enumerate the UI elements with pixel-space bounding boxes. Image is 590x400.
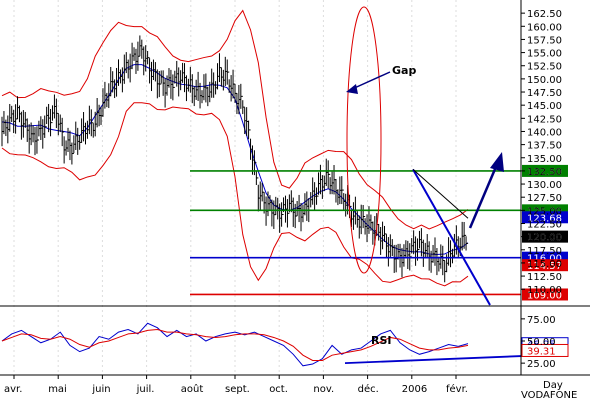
target-arrow-line [468, 161, 500, 229]
y-tick-label: 130.00 [527, 180, 562, 191]
y-tick-label: 150.00 [527, 75, 562, 86]
price-bars [1, 35, 469, 283]
rsi-value-label: 39.31 [527, 346, 556, 357]
x-tick-label: mai [48, 384, 67, 395]
y-tick-label: 117.50 [527, 246, 562, 257]
y-tick-label: 160.00 [527, 22, 562, 33]
grid [13, 0, 457, 372]
price-level-label: 132.50 [527, 167, 562, 178]
gap-arrow-line [349, 71, 391, 91]
y-tick-label: 127.50 [527, 193, 562, 204]
x-tick-label: oct. [269, 384, 288, 395]
x-tick-label: nov. [313, 384, 334, 395]
price-value-box [522, 230, 568, 243]
gap-label: Gap [392, 64, 416, 77]
y-tick-label: 140.00 [527, 127, 562, 138]
bollinger-upper [1, 9, 469, 230]
y-tick-label: 122.50 [527, 219, 562, 230]
ticker-label: VODAFONE [521, 390, 577, 400]
price-value-label: 120.00 [527, 233, 562, 244]
y-tick-label: 152.50 [527, 62, 562, 73]
price-level-box [522, 288, 568, 301]
y-tick-label: 115.00 [527, 259, 562, 270]
x-tick-label: févr. [446, 383, 468, 395]
y-tick-label: 142.50 [527, 114, 562, 125]
x-tick-label: déc. [358, 383, 379, 395]
gap-ellipse [346, 6, 382, 274]
rsi-signal-line [1, 328, 469, 361]
y-tick-label: 125.00 [527, 206, 562, 217]
price-value-box [522, 211, 568, 224]
trend-channel-line [412, 168, 469, 219]
y-tick-label: 137.50 [527, 141, 562, 152]
price-value-label: 123.68 [527, 213, 562, 224]
price-value-label: 114.57 [527, 261, 562, 272]
price-level-label: 109.00 [527, 290, 562, 301]
rsi-label: RSI [371, 334, 392, 347]
period-label: Day [543, 380, 563, 391]
price-level-box [522, 164, 568, 177]
y-tick-label: 155.00 [527, 49, 562, 60]
x-tick-label: août [181, 383, 204, 395]
y-tick-label: 110.00 [527, 285, 562, 296]
rsi-value-box [521, 343, 569, 357]
price-value-box [522, 259, 568, 272]
y-tick-label: 145.00 [527, 101, 562, 112]
x-tick-label: juil. [136, 384, 155, 395]
x-tick-label: sept. [225, 384, 250, 395]
y-tick-label: 135.00 [527, 154, 562, 165]
price-level-label: 116.00 [527, 254, 562, 265]
y-tick-label: 120.00 [527, 233, 562, 244]
rsi-y-tick-label: 25.00 [527, 359, 556, 370]
x-tick-label: avr. [4, 384, 22, 395]
bollinger-lower [1, 102, 469, 287]
target-arrow-head [490, 152, 504, 172]
rsi-line [1, 322, 469, 367]
rsi-y-tick-label: 50.00 [527, 337, 556, 348]
rsi-y-tick-label: 75.00 [527, 315, 556, 326]
y-tick-label: 132.50 [527, 167, 562, 178]
gap-arrow-head [346, 84, 358, 94]
downtrend-line [412, 168, 491, 306]
y-tick-label: 157.50 [527, 35, 562, 46]
y-tick-label: 147.50 [527, 88, 562, 99]
y-tick-label: 162.50 [527, 9, 562, 20]
rsi-support-line [344, 355, 522, 365]
x-tick-label: juin [91, 384, 110, 395]
x-tick-label: 2006 [402, 384, 427, 395]
annotations: 132.50 125.00 116.00 109.00 123.68 120.00 114.… [190, 6, 568, 306]
rsi-panel: 46.9539.31 [1, 322, 569, 367]
y-tick-label: 112.50 [527, 272, 562, 283]
